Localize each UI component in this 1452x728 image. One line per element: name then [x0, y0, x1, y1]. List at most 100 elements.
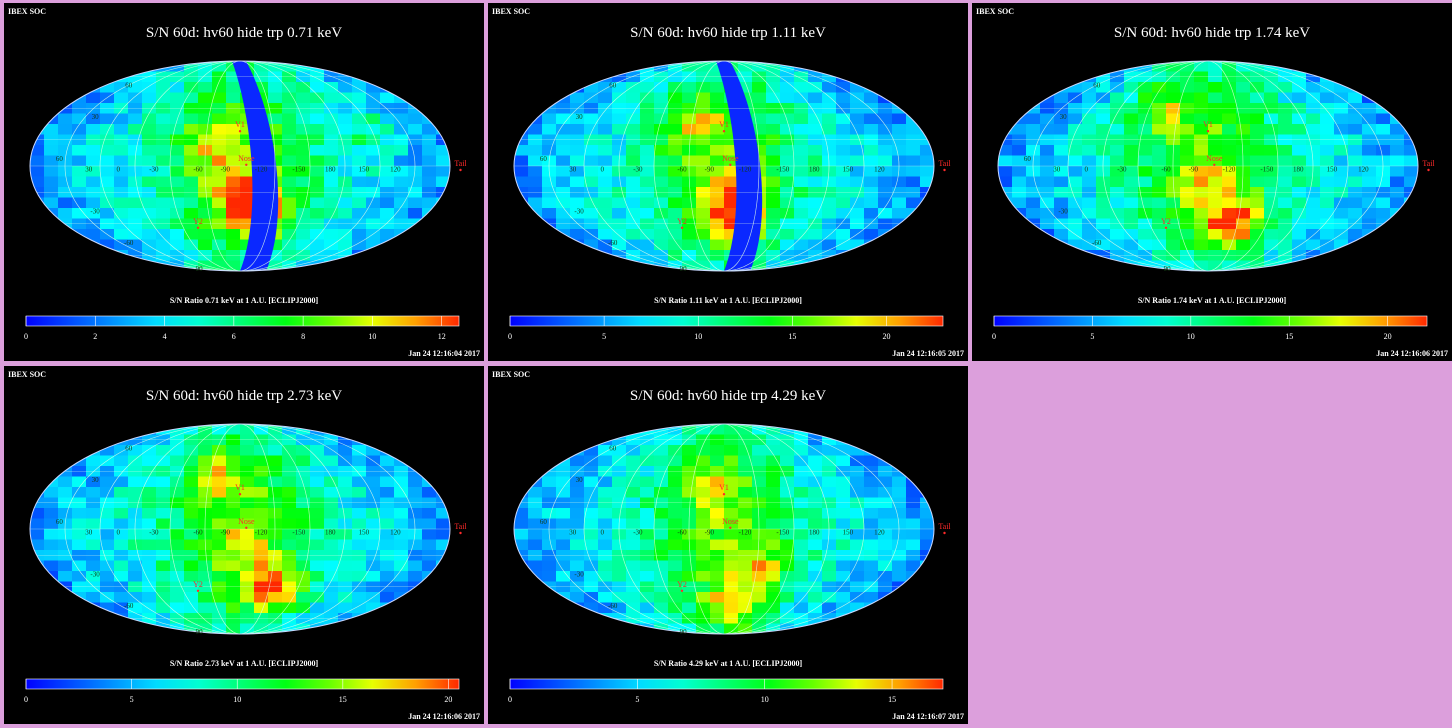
map-pixel — [682, 92, 697, 104]
map-pixel — [1068, 197, 1083, 209]
map-pixel — [780, 424, 795, 436]
map-pixel — [1012, 61, 1027, 73]
coord-label: -120 — [1223, 165, 1236, 173]
map-pixel — [422, 508, 437, 520]
map-pixel — [696, 445, 711, 457]
map-pixel — [100, 623, 115, 634]
map-pixel — [514, 518, 529, 530]
map-pixel — [696, 155, 711, 167]
map-pixel — [268, 592, 283, 604]
map-pixel — [766, 197, 781, 209]
map-pixel — [86, 613, 101, 625]
map-pixel — [640, 124, 655, 136]
map-pixel — [296, 529, 311, 541]
map-pixel — [1278, 197, 1293, 209]
map-pixel — [436, 124, 450, 136]
map-pixel — [1320, 166, 1335, 178]
map-pixel — [682, 476, 697, 488]
map-pixel — [1068, 113, 1083, 125]
map-pixel — [892, 124, 907, 136]
map-pixel — [128, 487, 143, 499]
map-pixel — [612, 445, 627, 457]
map-pixel — [1404, 197, 1418, 209]
map-pixel — [184, 560, 199, 572]
map-pixel — [640, 529, 655, 541]
map-pixel — [142, 518, 157, 530]
map-pixel — [282, 529, 297, 541]
map-pixel — [1348, 208, 1363, 220]
map-pixel — [282, 124, 297, 136]
map-pixel — [394, 166, 409, 178]
map-pixel — [542, 487, 557, 499]
map-pixel — [296, 239, 311, 251]
map-pixel — [226, 260, 241, 271]
map-pixel — [296, 197, 311, 209]
map-pixel — [1250, 229, 1265, 241]
coord-label: 180 — [1293, 165, 1304, 173]
map-pixel — [100, 208, 115, 220]
colorbar-tick-label: 5 — [130, 695, 134, 704]
map-pixel — [72, 529, 87, 541]
map-pixel — [408, 560, 423, 572]
map-pixel — [920, 82, 934, 94]
map-pixel — [1082, 92, 1097, 104]
map-pixel — [794, 208, 809, 220]
map-pixel — [352, 424, 367, 436]
map-pixel — [668, 539, 683, 551]
map-pixel — [612, 602, 627, 614]
map-pixel — [254, 455, 269, 467]
map-pixel — [1222, 71, 1237, 83]
map-pixel — [836, 155, 851, 167]
map-pixel — [114, 602, 129, 614]
map-pixel — [766, 208, 781, 220]
map-pixel — [668, 61, 683, 73]
map-pixel — [114, 176, 129, 188]
map-pixel — [1222, 155, 1237, 167]
map-pixel — [780, 103, 795, 115]
map-pixel — [1208, 166, 1223, 178]
map-pixel — [598, 239, 613, 251]
map-pixel — [654, 529, 669, 541]
map-pixel — [1236, 229, 1251, 241]
map-pixel — [254, 487, 269, 499]
map-pixel — [1334, 208, 1349, 220]
map-pixel — [114, 613, 129, 625]
map-pixel — [1180, 145, 1195, 157]
map-pixel — [240, 176, 255, 188]
map-pixel — [310, 518, 325, 530]
map-pixel — [1292, 155, 1307, 167]
map-pixel — [268, 239, 283, 251]
map-pixel — [598, 476, 613, 488]
map-pixel — [254, 71, 269, 83]
map-pixel — [850, 239, 865, 251]
map-pixel — [998, 155, 1013, 167]
map-pixel — [408, 539, 423, 551]
map-pixel — [100, 260, 115, 271]
map-pixel — [1390, 155, 1405, 167]
map-pixel — [86, 197, 101, 209]
map-pixel — [556, 166, 571, 178]
map-pixel — [542, 571, 557, 583]
map-pixel — [584, 145, 599, 157]
map-pixel — [310, 487, 325, 499]
map-pixel — [864, 539, 879, 551]
map-pixel — [514, 487, 529, 499]
map-pixel — [808, 103, 823, 115]
map-pixel — [1096, 208, 1111, 220]
map-pixel — [598, 508, 613, 520]
map-pixel — [296, 103, 311, 115]
map-pixel — [114, 623, 129, 634]
map-pixel — [570, 424, 585, 436]
map-pixel — [1404, 208, 1418, 220]
map-pixel — [114, 250, 129, 262]
map-pixel — [338, 260, 353, 271]
map-pixel — [394, 176, 409, 188]
map-pixel — [198, 197, 213, 209]
map-pixel — [710, 208, 725, 220]
map-pixel — [920, 613, 934, 625]
map-pixel — [640, 145, 655, 157]
map-pixel — [822, 424, 837, 436]
map-pixel — [598, 208, 613, 220]
map-pixel — [542, 71, 557, 83]
map-pixel — [226, 229, 241, 241]
